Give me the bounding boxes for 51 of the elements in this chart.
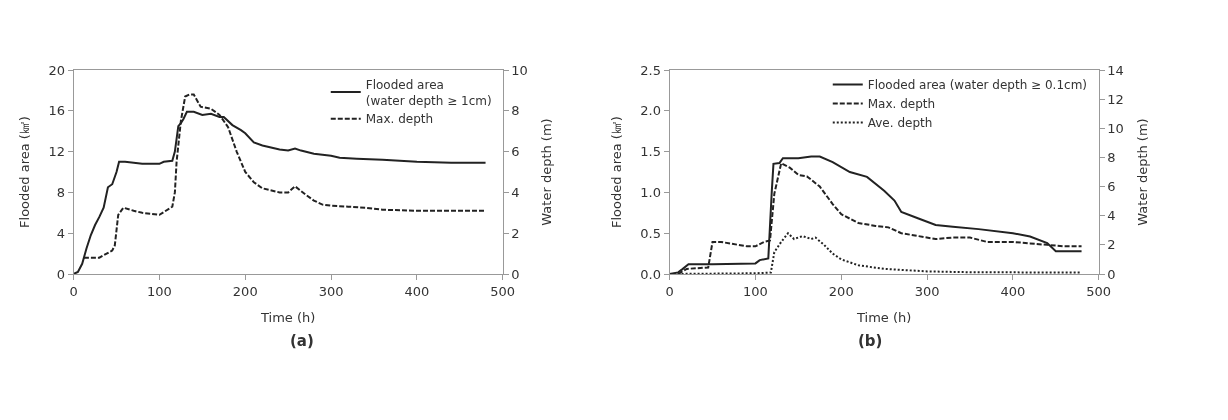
- y-tick-label: 12: [48, 144, 65, 160]
- x-tick-label: 300: [318, 283, 344, 299]
- y2-axis-title: Water depth (m): [1135, 118, 1151, 226]
- y-tick-label: 4: [56, 225, 65, 241]
- y-tick-label: 20: [48, 62, 65, 78]
- y-tick-label: 16: [48, 103, 65, 119]
- y2-tick-label: 6: [511, 144, 520, 160]
- y2-tick-label: 0: [511, 266, 520, 282]
- y2-axis-title: Water depth (m): [539, 118, 555, 226]
- y-tick-label: 0: [56, 266, 65, 282]
- x-tick-label: 200: [828, 283, 854, 299]
- x-tick-label: 500: [490, 283, 516, 299]
- y-axis-title: Flooded area (㎢): [17, 116, 33, 228]
- y-tick-label: 1.5: [640, 144, 661, 160]
- legend-label: Flooded area (water depth ≥ 1cm): [365, 77, 492, 108]
- y2-tick-label: 0: [1107, 266, 1116, 282]
- y2-tick-label: 6: [1107, 179, 1116, 195]
- y-tick-label: 0.0: [640, 266, 661, 282]
- x-tick-label: 300: [914, 283, 940, 299]
- y-tick-label: 2.5: [640, 62, 661, 78]
- x-axis-title: Time (h): [259, 310, 316, 326]
- x-tick-label: 200: [232, 283, 258, 299]
- y2-tick-label: 12: [1107, 91, 1124, 107]
- y2-tick-label: 8: [1107, 149, 1116, 165]
- legend-label: Max. depth: [867, 97, 936, 112]
- y-tick-label: 2.0: [640, 103, 661, 119]
- y-axis-title: Flooded area (㎢): [609, 116, 625, 228]
- text: (b): [858, 332, 883, 350]
- y-tick-label: 0.5: [640, 225, 661, 241]
- y2-tick-label: 4: [511, 184, 520, 200]
- x-tick-label: 0: [665, 283, 674, 299]
- x-axis-title: Time (h): [855, 310, 912, 326]
- text: (a): [290, 332, 314, 350]
- y2-tick-label: 2: [1107, 237, 1116, 253]
- x-tick-label: 500: [1086, 283, 1112, 299]
- legend-label: Flooded area (water depth ≥ 0.1cm): [867, 78, 1088, 93]
- x-tick-label: 100: [147, 283, 172, 299]
- y2-tick-label: 4: [1107, 208, 1116, 224]
- y-tick-label: 1.0: [640, 184, 661, 200]
- x-tick-label: 100: [743, 283, 768, 299]
- legend-label: Ave. depth: [867, 116, 933, 131]
- y2-tick-label: 2: [511, 225, 520, 241]
- y2-tick-label: 8: [511, 103, 520, 119]
- legend-label: Max. depth: [365, 112, 434, 127]
- y2-tick-label: 14: [1107, 62, 1124, 78]
- x-tick-label: 0: [69, 283, 78, 299]
- y2-tick-label: 10: [1107, 120, 1124, 136]
- x-tick-label: 400: [404, 283, 430, 299]
- x-tick-label: 400: [1000, 283, 1026, 299]
- y-tick-label: 8: [56, 184, 65, 200]
- y2-tick-label: 10: [511, 62, 528, 78]
